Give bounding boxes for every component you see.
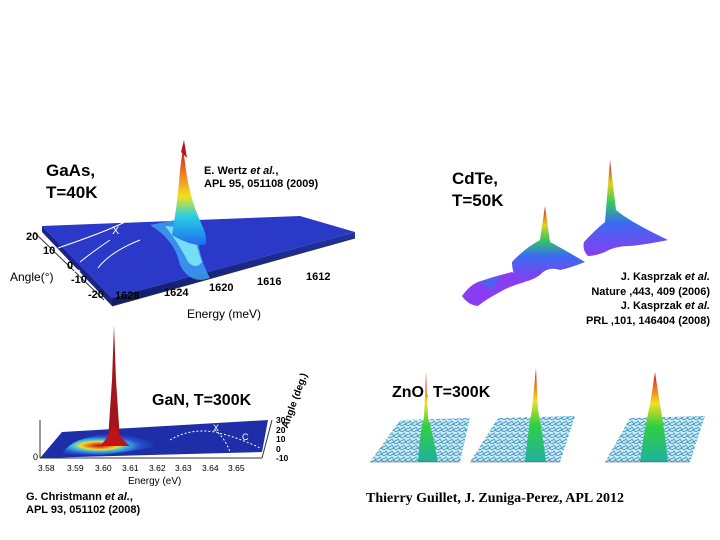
gan-angle-ticks: 30 20 10 0 -10: [276, 415, 289, 464]
gaas-material: GaAs,: [46, 161, 96, 180]
gan-ref-journal: APL 93, 051102 (2008): [26, 504, 141, 516]
cdte-ref2-etal: et al.: [684, 300, 710, 312]
gaas-energy-tick: 1612: [306, 271, 331, 283]
gan-angle-tick: 20: [276, 424, 286, 435]
gaas-title: GaAs, T=40K: [46, 160, 98, 204]
gaas-angle-tick: 20: [26, 231, 39, 243]
gaas-angle-tick: -10: [71, 274, 87, 286]
gaas-ref-etal: et al.: [250, 165, 276, 177]
gan-dispersion: [169, 430, 261, 449]
cdte-title: CdTe, T=50K: [452, 168, 504, 212]
gan-energy-tick: 3.62: [149, 463, 166, 473]
gaas-angle-tick: -20: [88, 289, 104, 301]
cdte-surface-1-shade: [478, 276, 500, 290]
gan-energy-tick: 3.64: [202, 463, 219, 473]
gan-curve-x-label: X: [213, 423, 219, 433]
gaas-curve-x-label: X: [112, 225, 120, 237]
gaas-energy-tick: 1620: [209, 282, 234, 294]
gaas-angle-tick: 10: [43, 245, 56, 257]
cdte-ref2-journal: PRL ,101, 146404 (2008): [586, 314, 710, 327]
gan-ref-author: G. Christmann: [26, 491, 105, 503]
gaas-energy-axis: [111, 237, 356, 307]
gaas-curve-c-lower: [79, 239, 111, 263]
cdte-ref2-author: J. Kasprzak: [620, 300, 685, 312]
gan-peak-base: [100, 425, 130, 446]
zno-title: ZnO, T=300K: [392, 384, 491, 401]
gan-ref-etal: et al.: [104, 491, 130, 503]
cdte-ref1-journal: Nature ,443, 409 (2006): [591, 285, 710, 298]
gaas-reference: E. Wertz et al., APL 95, 051108 (2009): [204, 165, 318, 191]
zno-plot-1: [370, 372, 470, 463]
gaas-angle-axis: [33, 231, 105, 301]
cdte-material: CdTe,: [452, 169, 498, 188]
cdte-references: J. Kasprzak et al. Nature ,443, 409 (200…: [580, 270, 710, 328]
gaas-ref-comma: ,: [275, 165, 279, 177]
cdte-ref1-etal: et al.: [684, 271, 710, 283]
gan-zero-tick: 0: [33, 452, 39, 462]
zno-plot-3: [605, 372, 705, 463]
gan-ref-comma: ,: [129, 491, 133, 503]
cdte-temperature: T=50K: [452, 191, 504, 210]
gaas-temperature: T=40K: [46, 183, 98, 202]
gaas-curve-c-label: C: [73, 268, 81, 280]
gan-title: GaN, T=300K: [152, 392, 252, 409]
gan-energy-tick: 3.60: [95, 463, 112, 473]
gan-curve-c-label: C: [242, 432, 249, 442]
zno-credit: Thierry Guillet, J. Zuniga-Perez, APL 20…: [366, 491, 624, 506]
zno-plot-2: [470, 368, 575, 463]
cdte-ref1-author: J. Kasprzak: [620, 271, 685, 283]
gaas-curve-x: [57, 221, 126, 249]
cdte-surface-1: [462, 272, 525, 306]
gan-energy-tick: 3.61: [122, 463, 139, 473]
gaas-energy-tick: 1616: [257, 276, 282, 288]
gan-dispersion-2: [214, 429, 231, 453]
gaas-peak-spike: [181, 140, 187, 158]
gan-angle-tick: 10: [276, 434, 286, 444]
gan-energy-tick: 3.65: [228, 463, 245, 473]
gaas-angle-label: Angle(°): [10, 270, 54, 284]
gan-angle-tick: 30: [276, 415, 286, 425]
gaas-angle-tick: 0: [67, 260, 74, 272]
gaas-energy-tick: 1628: [115, 290, 140, 302]
cdte-surface-3: [583, 160, 668, 256]
gan-energy-label: Energy (eV): [128, 476, 182, 487]
gaas-plane-left-edge: [42, 226, 112, 306]
gan-peak: [108, 325, 120, 440]
gaas-energy-tick: 1624: [164, 287, 189, 299]
gaas-plane-edge: [112, 232, 355, 306]
gaas-energy-label: Energy (meV): [187, 307, 262, 321]
gaas-ref-journal: APL 95, 051108 (2009): [204, 178, 319, 190]
gan-angle-axis: [261, 419, 273, 459]
gaas-peak: [172, 148, 206, 246]
gan-energy-tick: 3.58: [38, 463, 55, 473]
gan-energy-tick: 3.59: [67, 463, 84, 473]
gaas-curve-c: [97, 239, 141, 269]
gaas-ref-author: E. Wertz: [204, 165, 251, 177]
gan-angle-tick: 0: [276, 443, 281, 454]
gan-angle-tick: -10: [276, 453, 289, 463]
gan-reference: G. Christmann et al., APL 93, 051102 (20…: [26, 491, 140, 517]
gan-energy-tick: 3.63: [175, 463, 192, 473]
cdte-surface-2: [512, 206, 585, 282]
